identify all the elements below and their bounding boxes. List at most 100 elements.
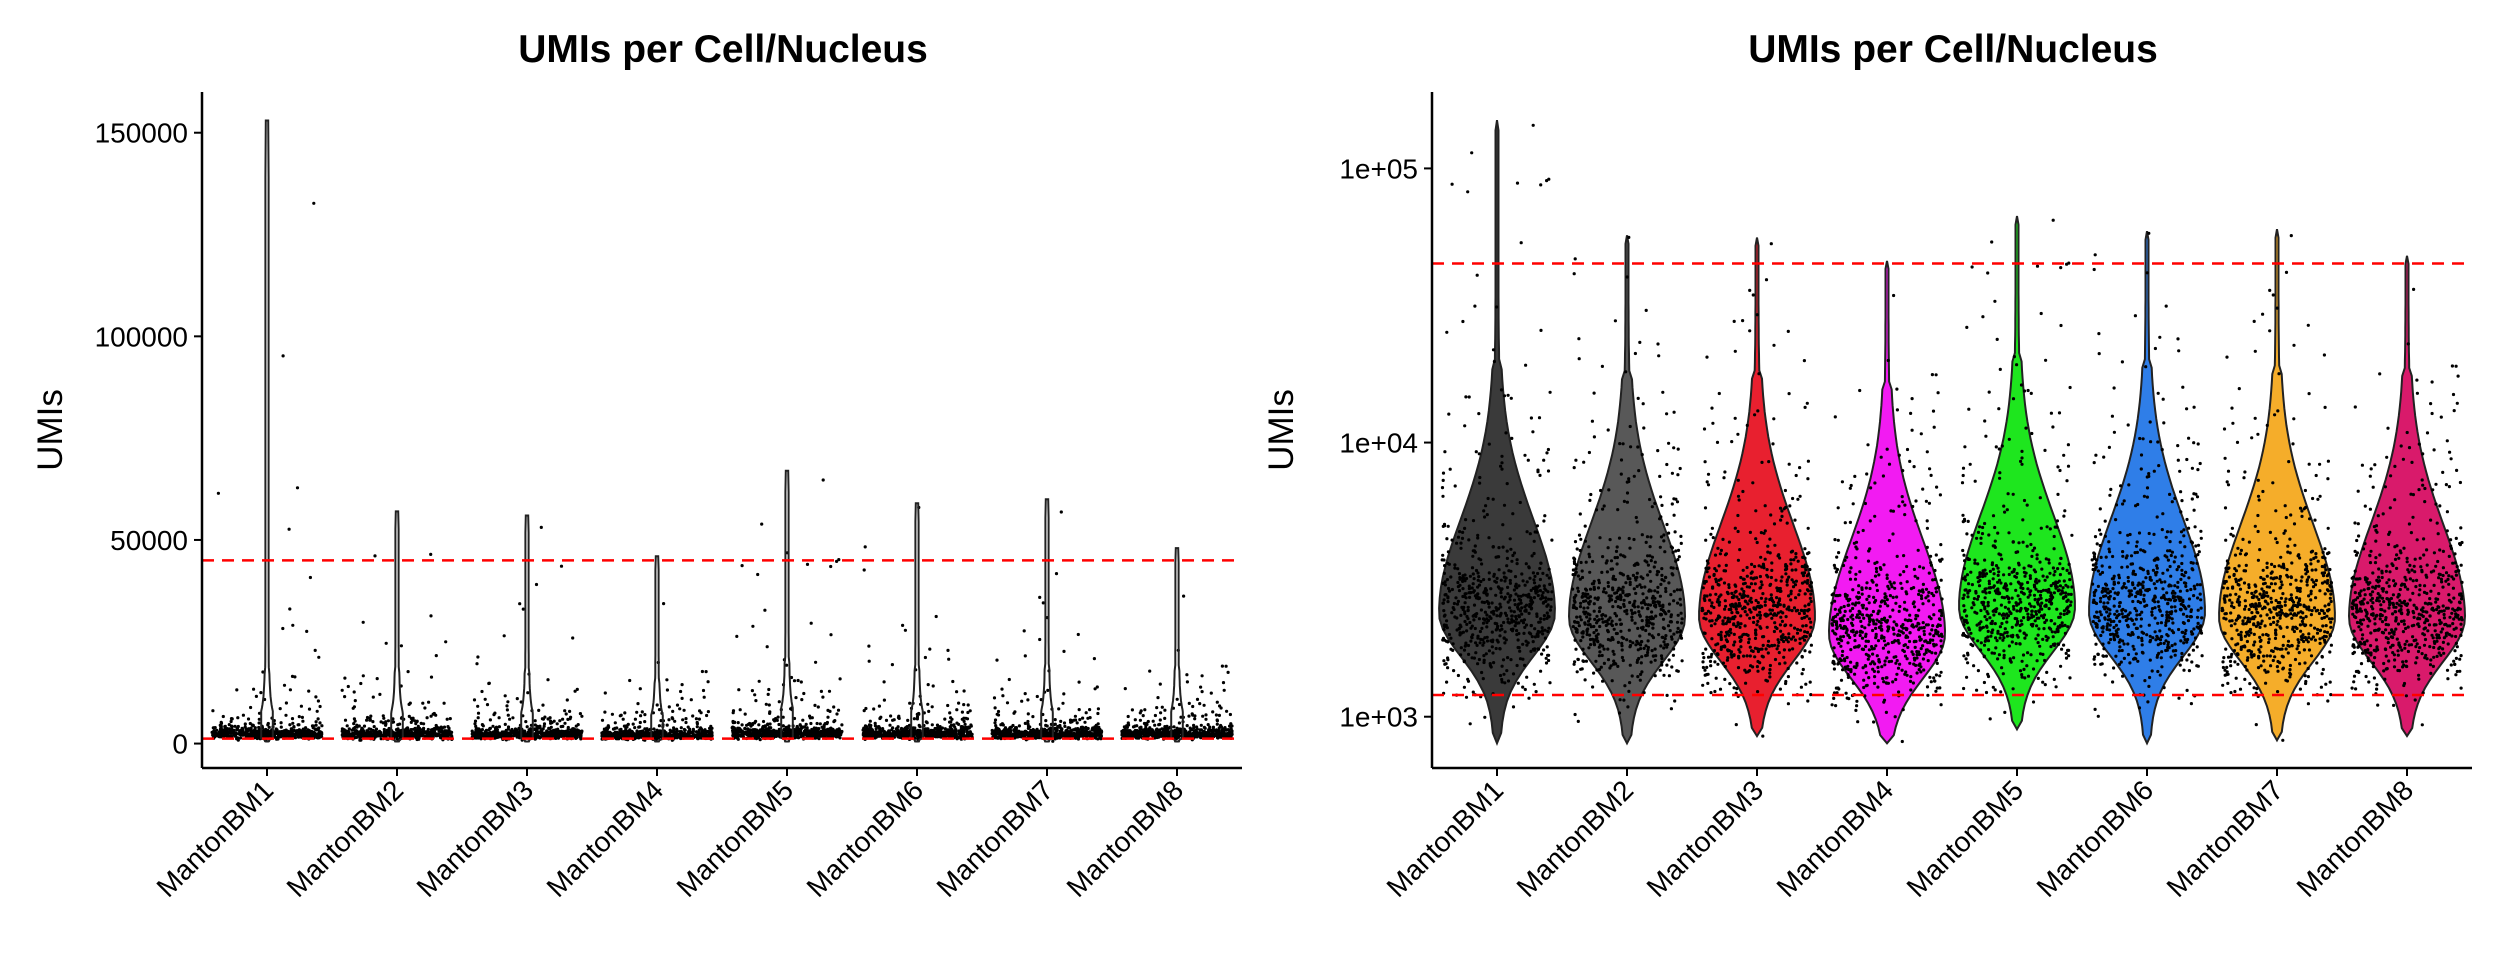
point-mantonbm7 (1075, 721, 1079, 725)
point-mantonbm2 (360, 730, 364, 734)
point-mantonbm4 (603, 691, 607, 695)
point-mantonbm2 (447, 726, 451, 730)
point-mantonbm3 (476, 655, 480, 659)
point-mantonbm2 (448, 732, 452, 737)
point-mantonbm2 (427, 700, 431, 704)
point-mantonbm2 (340, 688, 344, 692)
point-mantonbm6 (928, 647, 932, 651)
point-mantonbm5 (763, 608, 767, 612)
point-mantonbm4 (679, 689, 683, 694)
point-mantonbm5 (766, 732, 770, 737)
point-mantonbm8 (1201, 714, 1205, 718)
point-mantonbm5 (740, 564, 744, 568)
point-mantonbm8 (1185, 680, 1189, 684)
left-jitter-points (210, 201, 1234, 743)
point-mantonbm7 (1094, 723, 1098, 728)
point-mantonbm1 (300, 715, 304, 720)
point-mantonbm5 (818, 722, 822, 726)
point-mantonbm5 (760, 729, 764, 733)
point-mantonbm7 (1031, 715, 1035, 719)
point-mantonbm4 (600, 734, 604, 738)
point-mantonbm5 (731, 729, 735, 733)
point-mantonbm7 (1051, 739, 1055, 743)
point-mantonbm4 (667, 705, 671, 709)
point-mantonbm3 (561, 724, 565, 729)
point-mantonbm6 (872, 707, 876, 711)
point-mantonbm5 (735, 732, 739, 737)
point-mantonbm7 (1099, 733, 1103, 738)
point-mantonbm1 (314, 723, 318, 727)
point-mantonbm6 (963, 726, 967, 730)
point-mantonbm2 (361, 620, 365, 624)
point-mantonbm5 (754, 719, 758, 724)
point-mantonbm3 (535, 724, 539, 729)
point-mantonbm4 (669, 729, 673, 733)
point-mantonbm8 (1177, 721, 1181, 725)
point-mantonbm5 (754, 699, 758, 703)
point-mantonbm5 (756, 730, 760, 734)
point-mantonbm7 (994, 726, 999, 730)
point-mantonbm2 (418, 734, 422, 738)
point-mantonbm7 (992, 734, 996, 738)
point-mantonbm1 (279, 732, 283, 736)
point-mantonbm5 (799, 680, 803, 684)
point-mantonbm5 (817, 727, 821, 731)
point-mantonbm1 (254, 735, 258, 740)
point-mantonbm1 (314, 695, 318, 699)
point-mantonbm4 (610, 712, 615, 716)
point-mantonbm3 (571, 730, 576, 734)
point-mantonbm3 (476, 716, 480, 720)
point-mantonbm3 (547, 726, 551, 731)
point-mantonbm6 (891, 726, 895, 730)
point-mantonbm2 (384, 641, 388, 645)
point-mantonbm7 (1088, 716, 1092, 720)
point-mantonbm3 (533, 719, 537, 723)
point-mantonbm1 (278, 707, 282, 711)
point-mantonbm2 (423, 706, 427, 710)
point-mantonbm2 (438, 726, 442, 731)
point-mantonbm1 (282, 731, 286, 735)
point-mantonbm2 (352, 690, 356, 694)
point-mantonbm5 (748, 732, 752, 737)
point-mantonbm5 (787, 724, 791, 728)
point-mantonbm2 (429, 614, 433, 618)
point-mantonbm7 (1003, 733, 1007, 737)
point-mantonbm1 (312, 730, 316, 734)
point-mantonbm4 (678, 730, 682, 734)
point-mantonbm8 (1123, 687, 1127, 691)
point-mantonbm3 (505, 704, 509, 708)
point-mantonbm5 (826, 715, 830, 719)
point-mantonbm1 (304, 726, 308, 730)
point-mantonbm5 (794, 696, 798, 700)
point-mantonbm3 (480, 689, 484, 694)
point-mantonbm4 (695, 725, 699, 729)
point-mantonbm2 (435, 727, 439, 731)
point-mantonbm1 (318, 730, 322, 734)
point-mantonbm2 (350, 734, 354, 739)
point-mantonbm7 (1053, 718, 1057, 722)
point-mantonbm4 (680, 683, 684, 687)
point-mantonbm5 (749, 723, 753, 727)
point-mantonbm6 (918, 729, 922, 733)
point-mantonbm2 (398, 734, 402, 738)
point-mantonbm3 (546, 678, 550, 682)
point-mantonbm1 (284, 713, 288, 717)
point-mantonbm6 (970, 732, 974, 736)
point-mantonbm8 (1131, 725, 1136, 729)
point-mantonbm8 (1185, 673, 1189, 677)
point-mantonbm3 (483, 733, 487, 737)
point-mantonbm6 (879, 733, 883, 737)
point-mantonbm7 (993, 718, 998, 722)
point-mantonbm2 (434, 654, 438, 658)
point-mantonbm5 (809, 621, 813, 625)
point-mantonbm5 (808, 732, 812, 736)
point-mantonbm4 (630, 730, 634, 734)
point-mantonbm2 (345, 724, 349, 728)
point-mantonbm2 (421, 732, 425, 736)
point-mantonbm6 (927, 709, 931, 714)
point-mantonbm8 (1187, 714, 1191, 718)
point-mantonbm4 (652, 727, 656, 731)
point-mantonbm7 (1054, 572, 1059, 576)
point-mantonbm7 (1007, 677, 1011, 682)
point-mantonbm5 (808, 714, 812, 718)
